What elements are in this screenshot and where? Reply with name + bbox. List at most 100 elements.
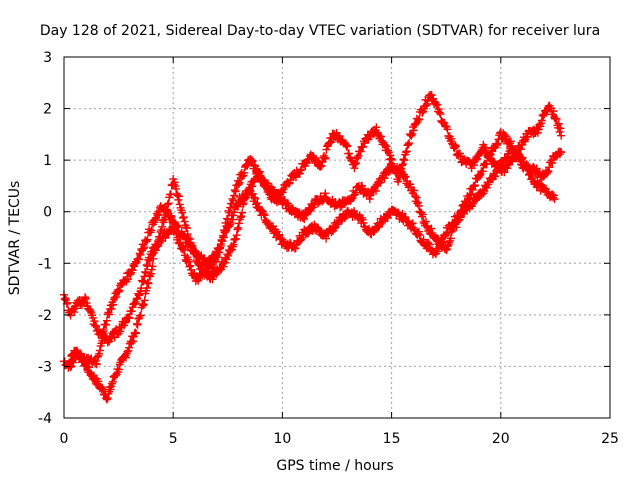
x-ticks: 0 5 10 15 20 25 <box>60 57 619 447</box>
data-point <box>476 147 485 156</box>
data-point <box>442 229 451 238</box>
data-point <box>175 200 184 209</box>
data-point <box>524 165 533 174</box>
data-point <box>423 223 432 232</box>
data-point <box>187 265 196 274</box>
data-point <box>136 311 145 320</box>
data-point <box>446 234 455 243</box>
data-point <box>467 201 476 210</box>
data-point <box>184 257 193 266</box>
data-point <box>132 319 141 328</box>
data-point <box>144 279 153 288</box>
data-point <box>380 174 389 183</box>
data-point <box>411 192 419 201</box>
data-point <box>359 218 368 227</box>
data-point <box>251 162 260 171</box>
data-point <box>133 320 142 329</box>
data-point <box>224 251 233 260</box>
data-point <box>215 244 224 253</box>
data-point <box>250 161 259 170</box>
data-point <box>545 163 554 172</box>
data-point <box>140 296 149 305</box>
y-tick-label: -2 <box>38 308 52 324</box>
data-point <box>238 172 247 181</box>
data-point <box>164 199 173 208</box>
data-point <box>139 300 148 309</box>
data-point <box>61 294 70 303</box>
data-point <box>99 327 107 336</box>
data-point <box>140 272 149 281</box>
data-point <box>376 132 385 141</box>
data-point <box>260 211 269 220</box>
data-point <box>81 294 90 303</box>
data-point <box>130 259 139 268</box>
data-point <box>352 153 361 162</box>
data-point <box>102 316 111 325</box>
data-point <box>435 108 444 117</box>
data-point <box>244 185 253 194</box>
data-point <box>180 246 189 255</box>
data-point <box>237 212 246 221</box>
data-point <box>141 268 150 277</box>
data-point <box>158 222 167 231</box>
data-point <box>109 300 118 309</box>
x-tick-label: 5 <box>169 431 178 447</box>
data-point <box>329 224 338 233</box>
data-point <box>214 248 223 257</box>
data-point <box>90 317 99 326</box>
y-tick-label: 2 <box>43 102 52 118</box>
data-point <box>178 213 187 222</box>
data-point <box>556 124 565 133</box>
data-point <box>372 123 381 132</box>
data-point <box>251 194 260 203</box>
data-point <box>123 275 132 284</box>
data-point <box>350 164 359 173</box>
data-point <box>532 164 541 173</box>
data-point <box>503 153 512 162</box>
data-point <box>218 237 227 246</box>
data-point <box>139 244 148 253</box>
data-point <box>208 263 217 272</box>
data-point <box>333 218 341 227</box>
data-point <box>66 311 75 320</box>
data-point <box>327 138 336 147</box>
data-point <box>317 161 326 170</box>
data-point <box>410 186 419 195</box>
data-point <box>539 111 548 120</box>
data-point <box>140 243 149 252</box>
data-point <box>528 173 537 182</box>
data-point <box>230 191 239 200</box>
y-axis-label: SDTVAR / TECUs <box>7 181 23 296</box>
data-point <box>550 195 559 204</box>
data-point <box>230 186 239 195</box>
data-point <box>238 208 247 217</box>
data-point <box>469 161 478 170</box>
data-point <box>125 343 134 352</box>
data-point <box>500 130 509 139</box>
data-point <box>284 179 293 188</box>
data-point <box>511 146 520 155</box>
data-point <box>234 180 243 189</box>
data-point <box>137 284 146 293</box>
data-point <box>136 250 145 259</box>
data-point <box>70 308 79 317</box>
data-point <box>320 154 329 163</box>
data-point <box>95 346 104 355</box>
data-point <box>112 292 121 301</box>
data-point <box>108 379 117 388</box>
data-point <box>549 107 558 116</box>
data-point <box>142 237 151 246</box>
series-track-a <box>60 90 566 404</box>
data-point <box>179 213 188 222</box>
y-tick-label: -4 <box>38 411 52 427</box>
data-point <box>518 153 527 162</box>
data-point <box>250 193 259 202</box>
data-point <box>357 213 366 222</box>
data-point <box>473 194 482 203</box>
data-point <box>316 162 325 171</box>
data-point <box>300 215 309 224</box>
data-point <box>219 262 228 271</box>
data-point <box>235 178 244 187</box>
data-point <box>439 237 448 246</box>
data-point <box>535 120 544 129</box>
